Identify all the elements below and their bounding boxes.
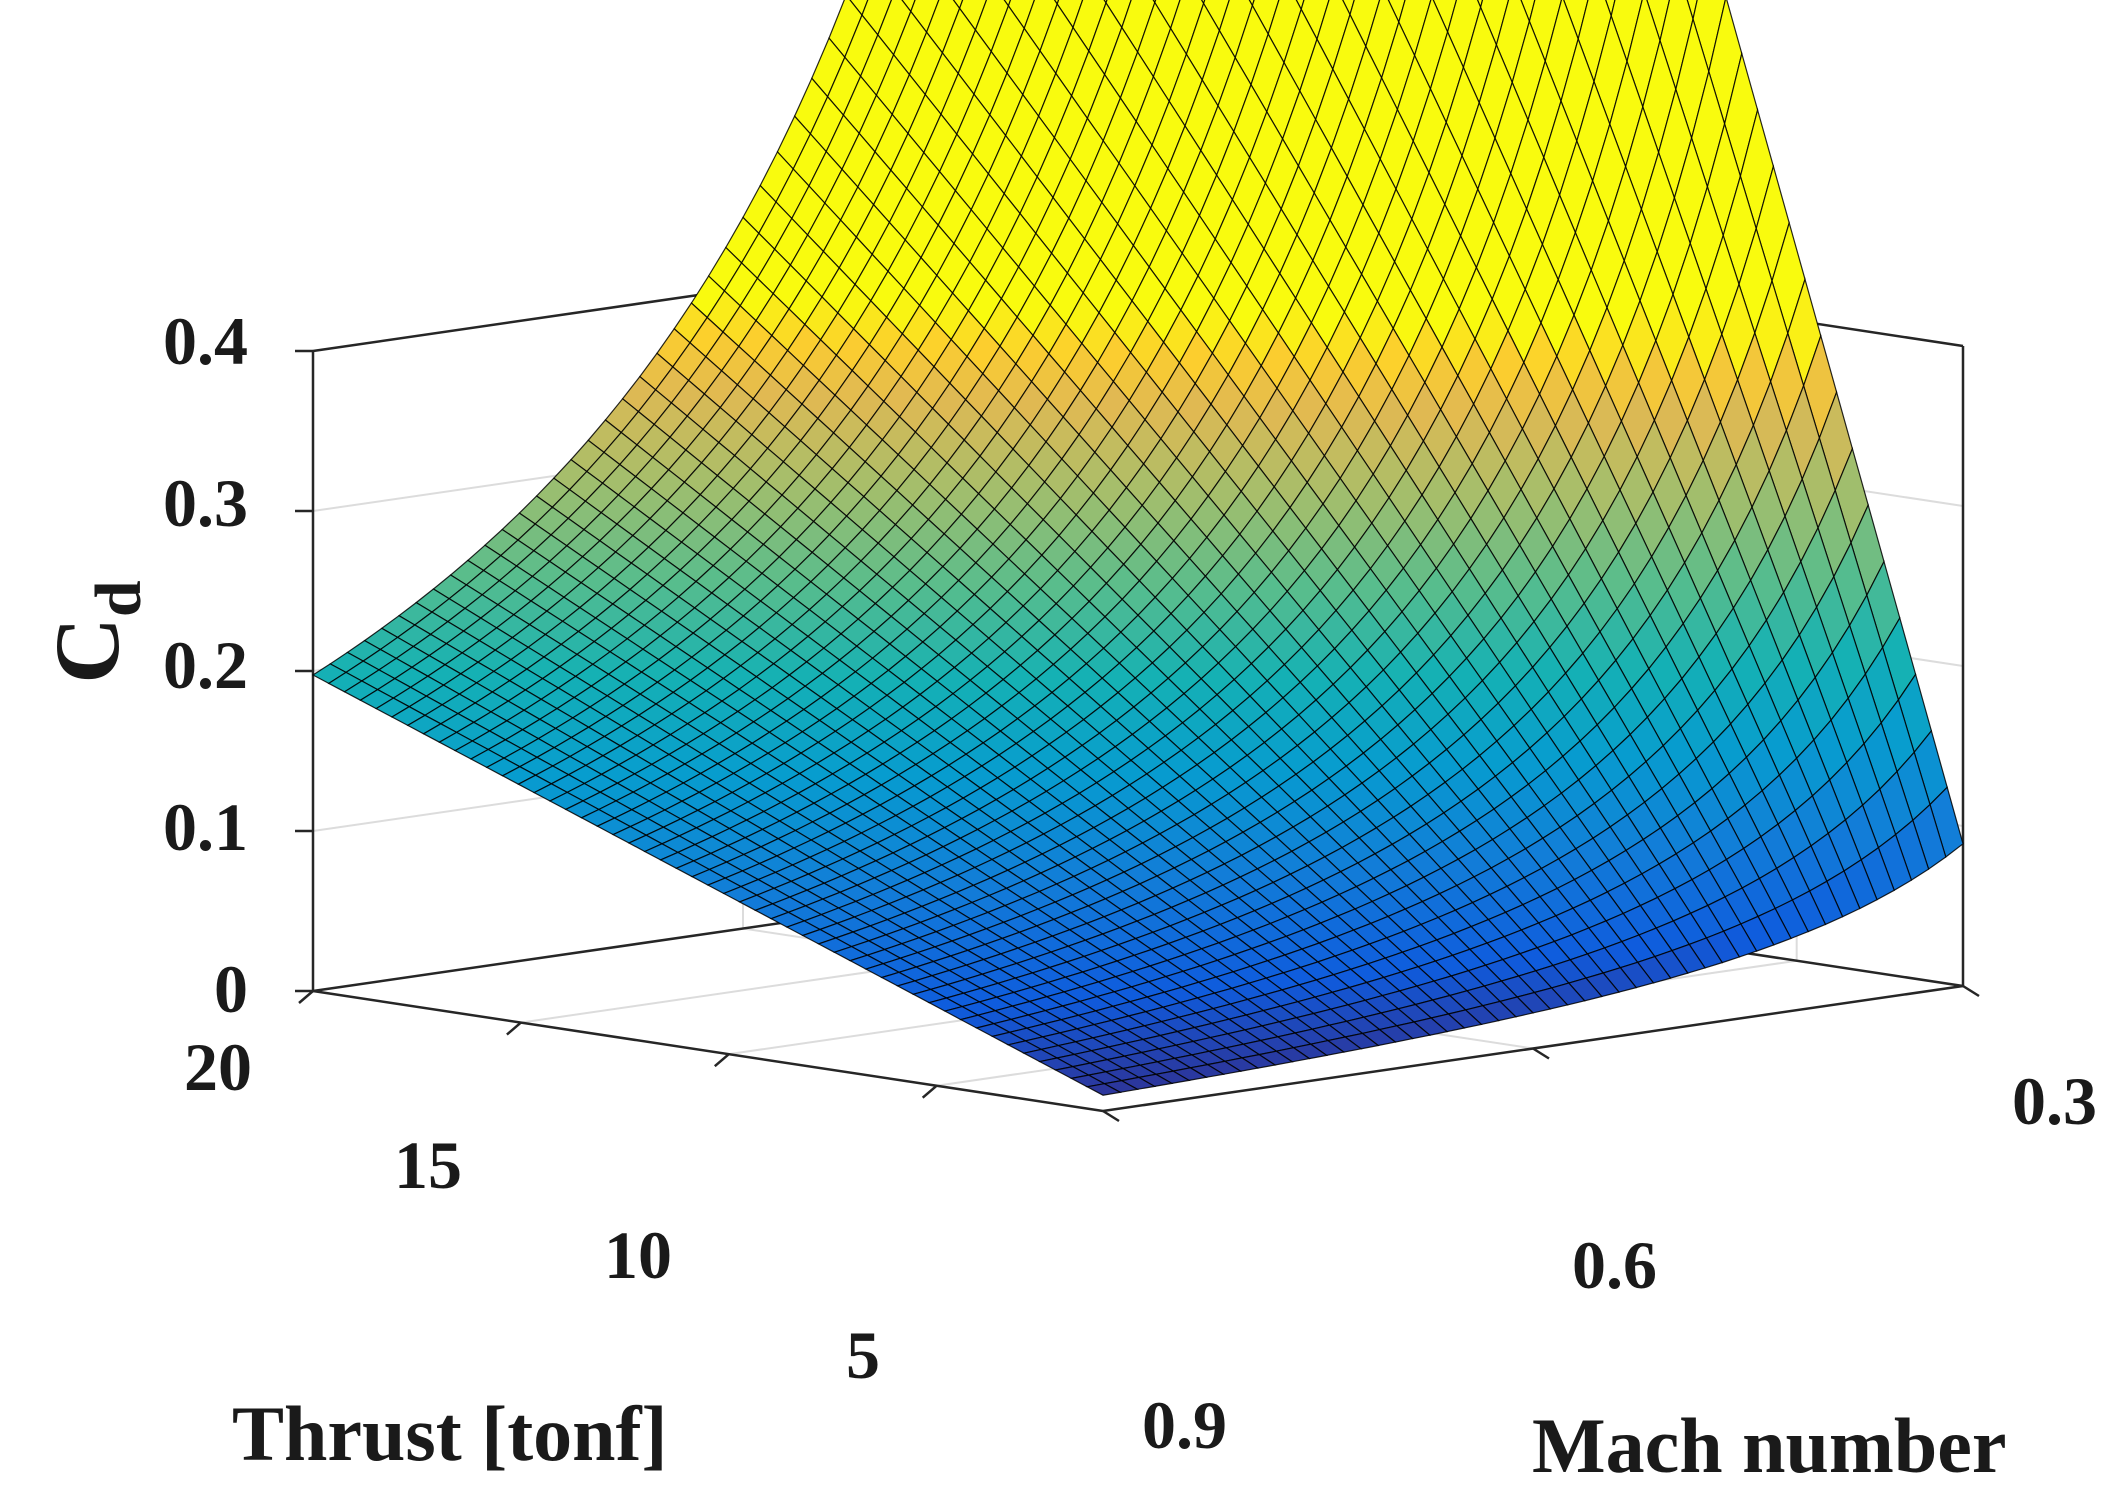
thrust-tick-label-20: 20 xyxy=(184,1029,252,1105)
cd-axis-label: Cd xyxy=(36,580,155,683)
surface-mesh xyxy=(311,0,1964,1096)
surface-cell xyxy=(1342,0,1355,17)
surface-cell xyxy=(1085,1083,1123,1096)
thrust-tick-mark xyxy=(921,1084,938,1099)
thrust-tick-label-15: 15 xyxy=(394,1127,462,1203)
surface-cell xyxy=(1520,0,1536,24)
z-tick-label-0.1: 0.1 xyxy=(163,789,248,865)
thrust-tick-mark xyxy=(713,1053,730,1068)
z-tick-label-0.3: 0.3 xyxy=(163,465,248,541)
thrust-tick-mark xyxy=(298,990,314,1004)
surface-cell xyxy=(1686,0,1698,22)
mach-tick-mark xyxy=(1102,1109,1120,1123)
mach-axis-label: Mach number xyxy=(1532,1402,2006,1489)
surface-cell xyxy=(1295,0,1305,11)
tick-marks xyxy=(295,349,1980,1123)
thrust-tick-label-10: 10 xyxy=(604,1217,672,1293)
mach-tick-mark xyxy=(1962,984,1980,998)
mach-tick-label-0.9: 0.9 xyxy=(1142,1387,1227,1463)
thrust-tick-label-5: 5 xyxy=(846,1317,880,1393)
cd-axis-label-subscript: d xyxy=(82,580,155,617)
z-tick-label-0.4: 0.4 xyxy=(163,303,248,379)
box-edge-thrust-axis xyxy=(312,989,1104,1113)
thrust-axis-label: Thrust [tonf] xyxy=(232,1390,668,1477)
mach-tick-mark xyxy=(1532,1047,1550,1060)
mach-tick-label-0.3: 0.3 xyxy=(2012,1063,2097,1139)
z-tick-label-0.2: 0.2 xyxy=(163,627,248,703)
z-tick-label-0: 0 xyxy=(214,951,248,1027)
surface-cell xyxy=(1387,0,1406,24)
surface-cell xyxy=(1605,0,1616,19)
mach-tick-label-0.6: 0.6 xyxy=(1572,1227,1657,1303)
thrust-tick-mark xyxy=(506,1021,522,1036)
cd-axis-label-main: C xyxy=(36,617,138,683)
